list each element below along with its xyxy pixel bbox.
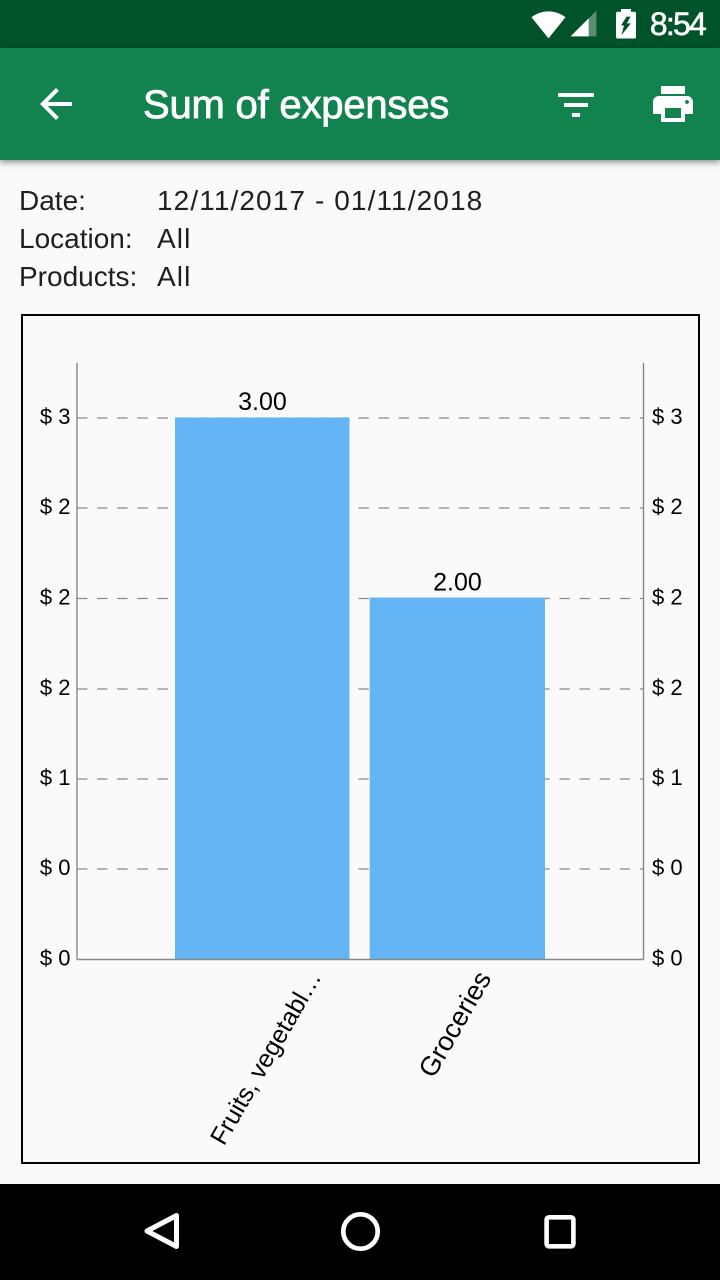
- svg-text:3.00: 3.00: [238, 388, 287, 416]
- svg-text:$ 3: $ 3: [40, 404, 71, 429]
- svg-text:$ 3: $ 3: [652, 404, 683, 429]
- svg-text:$ 2: $ 2: [652, 585, 683, 610]
- svg-text:Groceries: Groceries: [413, 966, 497, 1082]
- svg-text:$ 2: $ 2: [40, 585, 71, 610]
- svg-text:$ 0: $ 0: [40, 946, 71, 971]
- svg-text:$ 2: $ 2: [40, 675, 71, 700]
- svg-text:$ 2: $ 2: [40, 494, 71, 519]
- svg-text:$ 0: $ 0: [652, 946, 683, 971]
- svg-text:$ 0: $ 0: [40, 855, 71, 880]
- svg-text:2.00: 2.00: [433, 569, 482, 597]
- svg-text:$ 1: $ 1: [40, 765, 71, 790]
- svg-text:$ 0: $ 0: [652, 855, 683, 880]
- svg-text:$ 2: $ 2: [652, 494, 683, 519]
- svg-text:$ 2: $ 2: [652, 675, 683, 700]
- svg-text:$ 1: $ 1: [652, 765, 683, 790]
- svg-text:Fruits, vegetabl…: Fruits, vegetabl…: [205, 966, 327, 1150]
